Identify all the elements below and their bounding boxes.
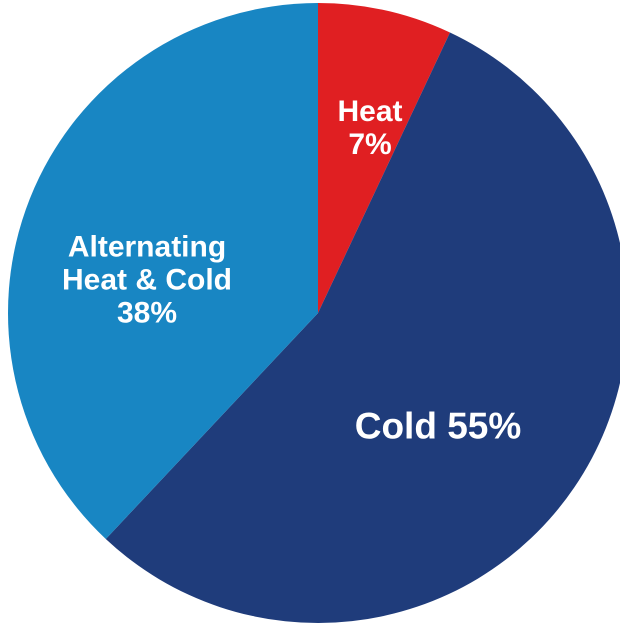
slice-label: Alternating Heat & Cold 38%	[37, 231, 257, 330]
category-label: Alternating Heat & Cold	[61, 230, 232, 297]
category-label: Cold	[354, 405, 437, 447]
category-label: Heat	[337, 95, 403, 128]
pie-slice	[7, 3, 318, 539]
slice-label: Heat 7%	[337, 95, 402, 161]
value-label: 55%	[447, 405, 522, 447]
slice-label: Cold 55%	[354, 405, 522, 448]
pie-slice	[105, 32, 620, 623]
value-label: 7%	[348, 128, 392, 161]
pie-slice	[318, 3, 450, 313]
value-label: 38%	[116, 296, 178, 330]
